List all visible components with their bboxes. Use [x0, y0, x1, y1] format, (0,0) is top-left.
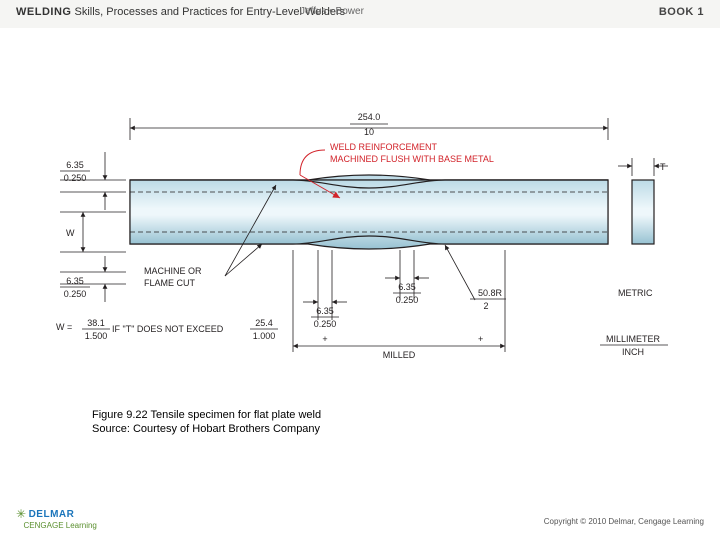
dim-milled-width-1: 6.35 0.250 +: [303, 250, 347, 344]
tensile-specimen: [130, 175, 608, 249]
svg-text:+: +: [478, 334, 483, 344]
svg-text:MILLIMETER: MILLIMETER: [606, 334, 661, 344]
svg-text:FLAME CUT: FLAME CUT: [144, 278, 196, 288]
svg-text:W =: W =: [56, 322, 72, 332]
svg-text:1.500: 1.500: [85, 331, 108, 341]
w-equation: W = 38.1 1.500 IF "T" DOES NOT EXCEED 25…: [56, 318, 278, 341]
svg-text:+: +: [322, 334, 327, 344]
svg-text:10: 10: [364, 127, 374, 137]
svg-text:W: W: [66, 228, 75, 238]
dim-width-w: W: [60, 212, 126, 252]
svg-text:IF "T" DOES NOT EXCEED: IF "T" DOES NOT EXCEED: [112, 324, 224, 334]
dim-lower-grip: 6.35 0.250: [60, 256, 126, 302]
svg-text:6.35: 6.35: [398, 282, 416, 292]
authors: Jeffus • Bower: [300, 6, 364, 17]
svg-text:T: T: [660, 162, 666, 172]
svg-text:0.250: 0.250: [396, 295, 419, 305]
figure-caption: Figure 9.22 Tensile specimen for flat pl…: [92, 408, 321, 436]
svg-text:6.35: 6.35: [316, 306, 334, 316]
svg-text:MILLED: MILLED: [383, 350, 416, 360]
svg-text:MACHINED FLUSH WITH BASE METAL: MACHINED FLUSH WITH BASE METAL: [330, 154, 494, 164]
page-header: WELDING Skills, Processes and Practices …: [0, 0, 720, 28]
copyright-text: Copyright © 2010 Delmar, Cengage Learnin…: [544, 517, 704, 526]
page-footer: ✳ DELMAR CENGAGE Learning Copyright © 20…: [0, 510, 720, 530]
dim-overall-length: 254.0 10: [130, 112, 608, 140]
book-title: WELDING Skills, Processes and Practices …: [16, 6, 345, 18]
svg-text:0.250: 0.250: [64, 173, 87, 183]
svg-text:25.4: 25.4: [255, 318, 273, 328]
svg-text:0.250: 0.250: [64, 289, 87, 299]
dim-fillet-radius: 50.8R 2 +: [445, 245, 506, 344]
dim-upper-grip: 6.35 0.250: [60, 152, 126, 210]
svg-text:254.0: 254.0: [358, 112, 381, 122]
svg-text:METRIC: METRIC: [618, 288, 653, 298]
svg-text:50.8R: 50.8R: [478, 288, 503, 298]
cross-section: T: [618, 158, 668, 244]
svg-text:6.35: 6.35: [66, 276, 84, 286]
book-number: BOOK 1: [659, 6, 704, 18]
svg-text:1.000: 1.000: [253, 331, 276, 341]
svg-text:6.35: 6.35: [66, 160, 84, 170]
svg-text:0.250: 0.250: [314, 319, 337, 329]
dim-milled-width-2: 6.35 0.250: [385, 250, 429, 305]
publisher-logo: ✳ DELMAR CENGAGE Learning: [16, 506, 97, 530]
svg-text:38.1: 38.1: [87, 318, 105, 328]
svg-text:2: 2: [483, 301, 488, 311]
units-key: METRIC MILLIMETER INCH: [600, 288, 668, 357]
figure-diagram: 254.0 10 6.35 0.250 W 6.35 0.250: [0, 40, 720, 440]
svg-text:INCH: INCH: [622, 347, 644, 357]
svg-text:MACHINE OR: MACHINE OR: [144, 266, 202, 276]
svg-text:WELD REINFORCEMENT: WELD REINFORCEMENT: [330, 142, 438, 152]
